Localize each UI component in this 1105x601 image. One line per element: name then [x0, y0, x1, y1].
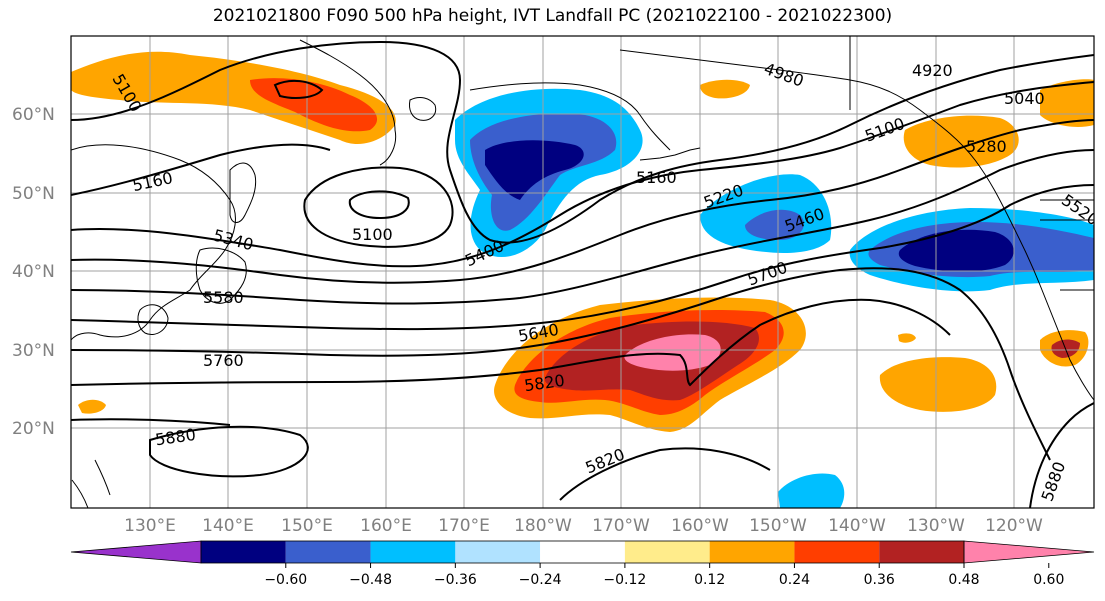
- negative-anomaly-region: [485, 140, 584, 200]
- positive-anomaly-region: [1040, 79, 1094, 127]
- positive-anomaly-region: [624, 334, 721, 371]
- colorbar-segment: [794, 541, 880, 563]
- positive-anomaly-region: [898, 333, 916, 343]
- positive-anomaly-region: [700, 79, 750, 99]
- lon-label: 180°W: [514, 516, 572, 536]
- longitude-labels: 130°E 140°E 150°E 160°E 170°E 180°W 170°…: [124, 516, 1043, 536]
- lon-label: 160°E: [360, 516, 412, 536]
- lon-label: 160°W: [671, 516, 729, 536]
- contour-label: 5100: [352, 225, 393, 244]
- colorbar-segment: [455, 541, 541, 563]
- contour-label: 5280: [966, 137, 1007, 156]
- positive-anomaly-region: [903, 115, 1019, 168]
- graticule: [71, 36, 1094, 508]
- colorbar-segment: [709, 541, 795, 563]
- colorbar-tick-label: 0.36: [864, 572, 895, 588]
- lon-label: 130°W: [907, 516, 965, 536]
- positive-anomaly-region: [78, 399, 106, 414]
- colorbar-segment: [963, 540, 1095, 564]
- colorbar-segment: [540, 541, 625, 563]
- colorbar-tick-label: 0.48: [948, 572, 979, 588]
- coastlines: [71, 36, 1094, 508]
- contour-label: 5760: [203, 351, 244, 370]
- lat-label: 30°N: [12, 341, 55, 361]
- colorbar-tick-label: −0.48: [349, 572, 392, 588]
- height-contours: [71, 40, 1094, 508]
- colorbar: −0.60 −0.48 −0.36 −0.24 −0.12 0.12 0.24 0.36 0.4…: [70, 540, 1095, 588]
- colorbar-segment: [285, 541, 371, 563]
- contour-label: 5580: [203, 288, 244, 307]
- colorbar-tick-label: −0.24: [519, 572, 562, 588]
- lat-label: 20°N: [12, 419, 55, 439]
- colorbar-tick-label: 0.60: [1033, 572, 1064, 588]
- lon-label: 140°W: [828, 516, 886, 536]
- lon-label: 150°E: [281, 516, 333, 536]
- colorbar-tick-label: 0.12: [694, 572, 725, 588]
- positive-anomaly-region: [879, 357, 997, 412]
- lat-label: 40°N: [12, 262, 55, 282]
- colorbar-segment: [879, 541, 964, 563]
- map-frame: [70, 35, 1095, 509]
- colorbar-segment: [624, 541, 710, 563]
- colorbar-tick-label: −0.12: [603, 572, 646, 588]
- map-title: 2021021800 F090 500 hPa height, IVT Land…: [212, 6, 893, 26]
- lon-label: 150°W: [749, 516, 807, 536]
- negative-anomaly-region: [745, 209, 804, 240]
- lon-label: 140°E: [202, 516, 254, 536]
- lon-label: 130°E: [124, 516, 176, 536]
- lat-label: 50°N: [12, 184, 55, 204]
- lon-label: 170°E: [438, 516, 490, 536]
- colorbar-frame: [200, 540, 965, 564]
- contour-label: 5160: [636, 168, 677, 187]
- lon-label: 170°W: [592, 516, 650, 536]
- negative-anomaly-region: [778, 473, 845, 508]
- colorbar-tick-label: 0.24: [779, 572, 810, 588]
- colorbar-segment: [70, 540, 202, 564]
- colorbar-segment: [201, 541, 286, 563]
- colorbar-tick-label: −0.36: [434, 572, 477, 588]
- positive-anomaly-region: [250, 78, 378, 132]
- negative-anomaly-region: [898, 229, 1014, 272]
- lat-label: 60°N: [12, 105, 55, 125]
- contour-label: 5040: [1004, 89, 1045, 108]
- latitude-labels: 60°N 50°N 40°N 30°N 20°N: [12, 105, 55, 439]
- colorbar-segment: [370, 541, 456, 563]
- lon-label: 120°W: [985, 516, 1043, 536]
- ivt-shading: [71, 51, 1094, 508]
- contour-label: 4920: [912, 61, 953, 80]
- colorbar-tick-label: −0.60: [264, 572, 307, 588]
